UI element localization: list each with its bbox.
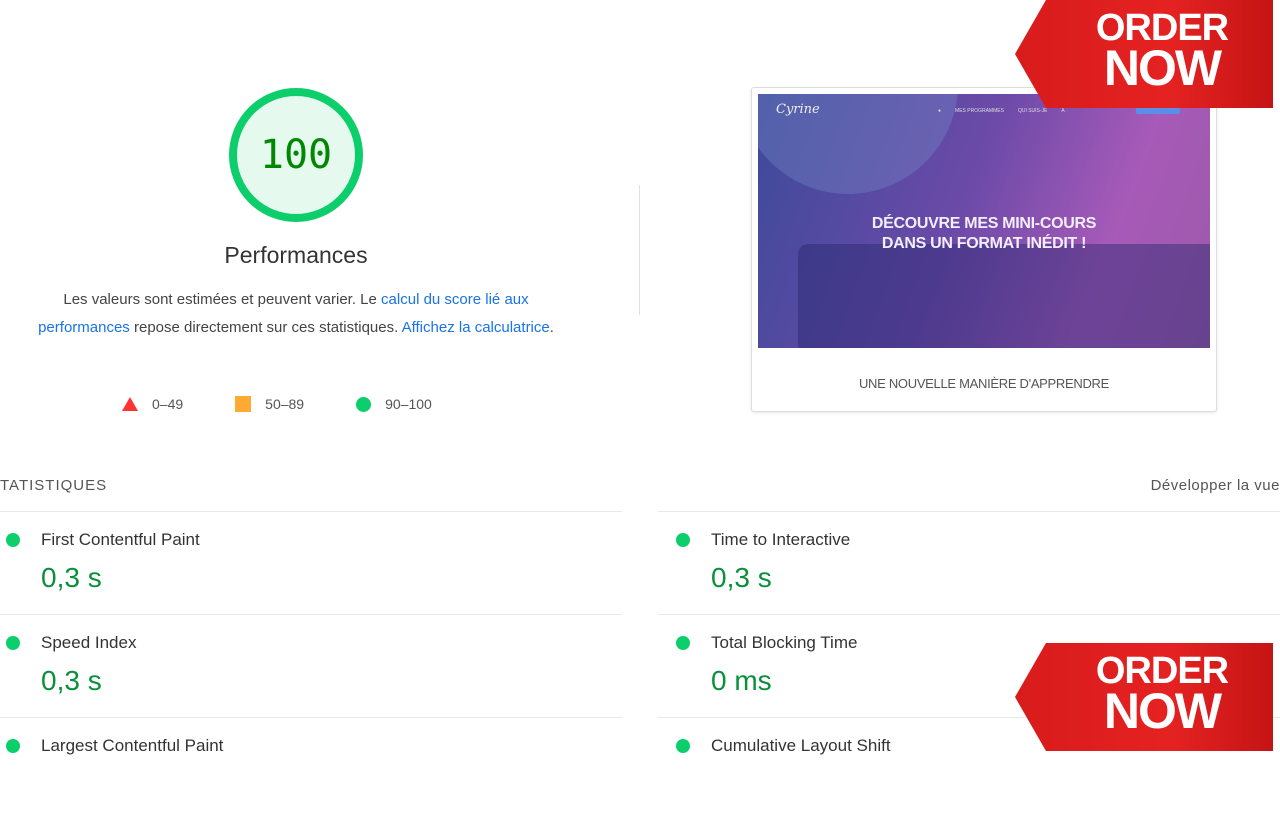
hero-headline: DÉCOUVRE MES MINI-COURS DANS UN FORMAT IN… — [758, 214, 1210, 254]
ribbon-line: ORDER — [1095, 7, 1229, 49]
desc-text: . — [549, 319, 554, 336]
circle-icon — [356, 396, 372, 412]
stats-heading: TATISTIQUES — [0, 477, 108, 494]
headline-line: DANS UN FORMAT INÉDIT ! — [881, 235, 1087, 252]
headline-line: DÉCOUVRE MES MINI-COURS — [871, 215, 1097, 232]
legend-label: 0–49 — [152, 396, 184, 412]
legend-item: 0–49 — [122, 396, 183, 412]
metric-name: Largest Contentful Paint — [41, 736, 224, 755]
ribbon-shape — [1015, 0, 1273, 108]
ribbon-shape — [1015, 643, 1273, 751]
metric-value: 0,3 s — [711, 562, 772, 593]
ribbon-text: ORDER NOW — [1077, 650, 1247, 739]
metric-name: First Contentful Paint — [41, 530, 200, 549]
desc-text: Les valeurs sont estimées et peuvent var… — [63, 291, 382, 308]
site-logo: Cyrine — [776, 102, 820, 117]
score-description: Les valeurs sont estimées et peuvent var… — [30, 286, 562, 342]
score-title: Performances — [224, 242, 368, 268]
pass-dot-icon — [676, 533, 690, 547]
metric-cls: Cumulative Layout Shift — [658, 717, 1280, 820]
ribbon-text: ORDER NOW — [1077, 7, 1247, 96]
metric-name: Speed Index — [41, 633, 137, 652]
nav-item: ● — [938, 108, 942, 114]
score-legend: 0–49 50–89 90–100 — [122, 396, 484, 412]
ribbon-line: NOW — [1103, 683, 1222, 739]
calculator-link[interactable]: Affichez la calculatrice — [401, 319, 550, 336]
metric-fcp: First Contentful Paint 0,3 s — [0, 511, 622, 614]
metric-tbt: Total Blocking Time 0 ms — [658, 614, 1280, 717]
pass-dot-icon — [6, 636, 20, 650]
ribbon-line: ORDER — [1095, 650, 1229, 692]
score-calc-link[interactable]: calcul du score lié aux performances — [38, 291, 529, 336]
desc-text: repose directement sur ces statistiques. — [129, 319, 402, 336]
square-icon — [235, 396, 252, 412]
metric-tti: Time to Interactive 0,3 s — [658, 511, 1280, 614]
triangle-icon — [122, 397, 138, 411]
hero-image: Cyrine ● MES PROGRAMMES QUI SUIS-JE À DÉCOU… — [758, 94, 1210, 348]
metric-si: Speed Index 0,3 s — [0, 614, 622, 717]
legend-item: 90–100 — [356, 396, 432, 412]
expand-view-button[interactable]: Développer la vue — [1150, 477, 1280, 494]
order-now-ribbon[interactable]: ORDER NOW — [1015, 643, 1275, 753]
nav-item: QUI SUIS-JE — [1017, 108, 1048, 114]
legend-item: 50–89 — [235, 396, 304, 412]
nav-item: À — [1061, 108, 1065, 114]
order-now-ribbon[interactable]: ORDER NOW — [1015, 0, 1275, 110]
pass-dot-icon — [676, 739, 690, 753]
metric-value: 0,3 s — [41, 665, 102, 696]
ribbon-line: NOW — [1103, 40, 1222, 96]
pass-dot-icon — [6, 739, 20, 753]
nav-item: MES PROGRAMMES — [955, 108, 1004, 114]
pass-dot-icon — [676, 636, 690, 650]
performance-score-gauge: 100 — [229, 88, 363, 222]
metric-lcp: Largest Contentful Paint — [0, 717, 622, 820]
score-value: 100 — [259, 132, 333, 178]
divider — [639, 185, 640, 315]
pass-dot-icon — [6, 533, 20, 547]
metric-name: Time to Interactive — [711, 530, 851, 549]
metric-name: Total Blocking Time — [711, 633, 858, 652]
legend-label: 50–89 — [265, 396, 305, 412]
metric-value: 0,3 s — [41, 562, 102, 593]
section-title: UNE NOUVELLE MANIÈRE D'APPRENDRE — [858, 376, 1110, 391]
site-nav: ● MES PROGRAMMES QUI SUIS-JE À — [938, 108, 1065, 114]
legend-label: 90–100 — [385, 396, 432, 412]
decor — [798, 244, 1210, 348]
site-button — [1136, 106, 1180, 114]
metric-name: Cumulative Layout Shift — [711, 736, 891, 755]
page-screenshot: Cyrine ● MES PROGRAMMES QUI SUIS-JE À DÉCOU… — [751, 87, 1217, 412]
metric-value: 0 ms — [711, 665, 772, 696]
